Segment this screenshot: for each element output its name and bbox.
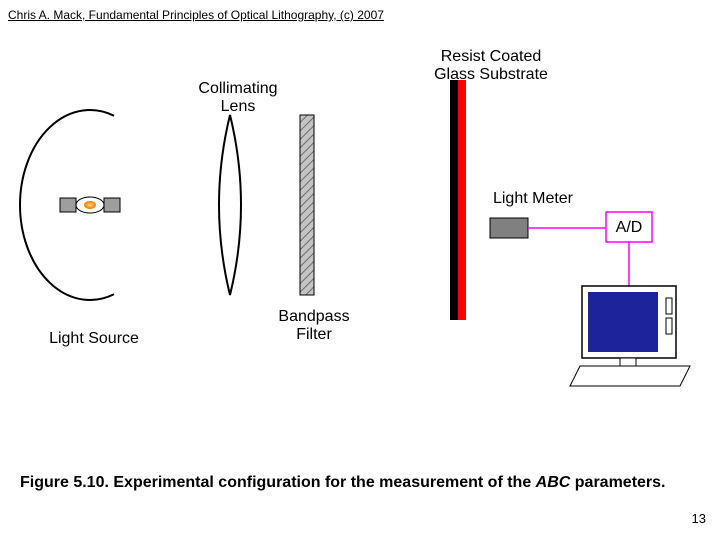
computer-screen <box>588 292 658 352</box>
bandpass-filter-shape <box>300 115 314 295</box>
caption-suffix: parameters. <box>570 474 665 491</box>
substrate-resist <box>458 80 466 320</box>
page-number: 13 <box>692 511 706 526</box>
substrate-glass <box>450 80 458 320</box>
figure-caption: Figure 5.10. Experimental configuration … <box>20 474 680 492</box>
diagram-svg: A/D <box>0 40 720 420</box>
computer-base <box>570 366 690 386</box>
caption-prefix: Figure 5.10. Experimental configuration … <box>20 474 536 491</box>
label-light-source: Light Source <box>34 330 154 348</box>
caption-italic: ABC <box>536 474 571 491</box>
lamp-socket-right <box>104 198 120 212</box>
diagram-stage: A/D Light Source CollimatingLens Bandpas… <box>0 40 720 420</box>
computer-stand <box>620 358 636 366</box>
lamp-socket-left <box>60 198 76 212</box>
header-citation: Chris A. Mack, Fundamental Principles of… <box>8 8 384 22</box>
label-light-meter: Light Meter <box>478 190 588 208</box>
label-bandpass-filter: BandpassFilter <box>264 308 364 344</box>
collimating-lens-shape <box>219 115 241 295</box>
light-meter-box <box>490 218 528 238</box>
label-collimating-lens: CollimatingLens <box>188 80 288 116</box>
lamp-filament <box>84 201 96 209</box>
label-resist-coated-substrate: Resist CoatedGlass Substrate <box>406 48 576 84</box>
ad-label: A/D <box>616 219 643 236</box>
